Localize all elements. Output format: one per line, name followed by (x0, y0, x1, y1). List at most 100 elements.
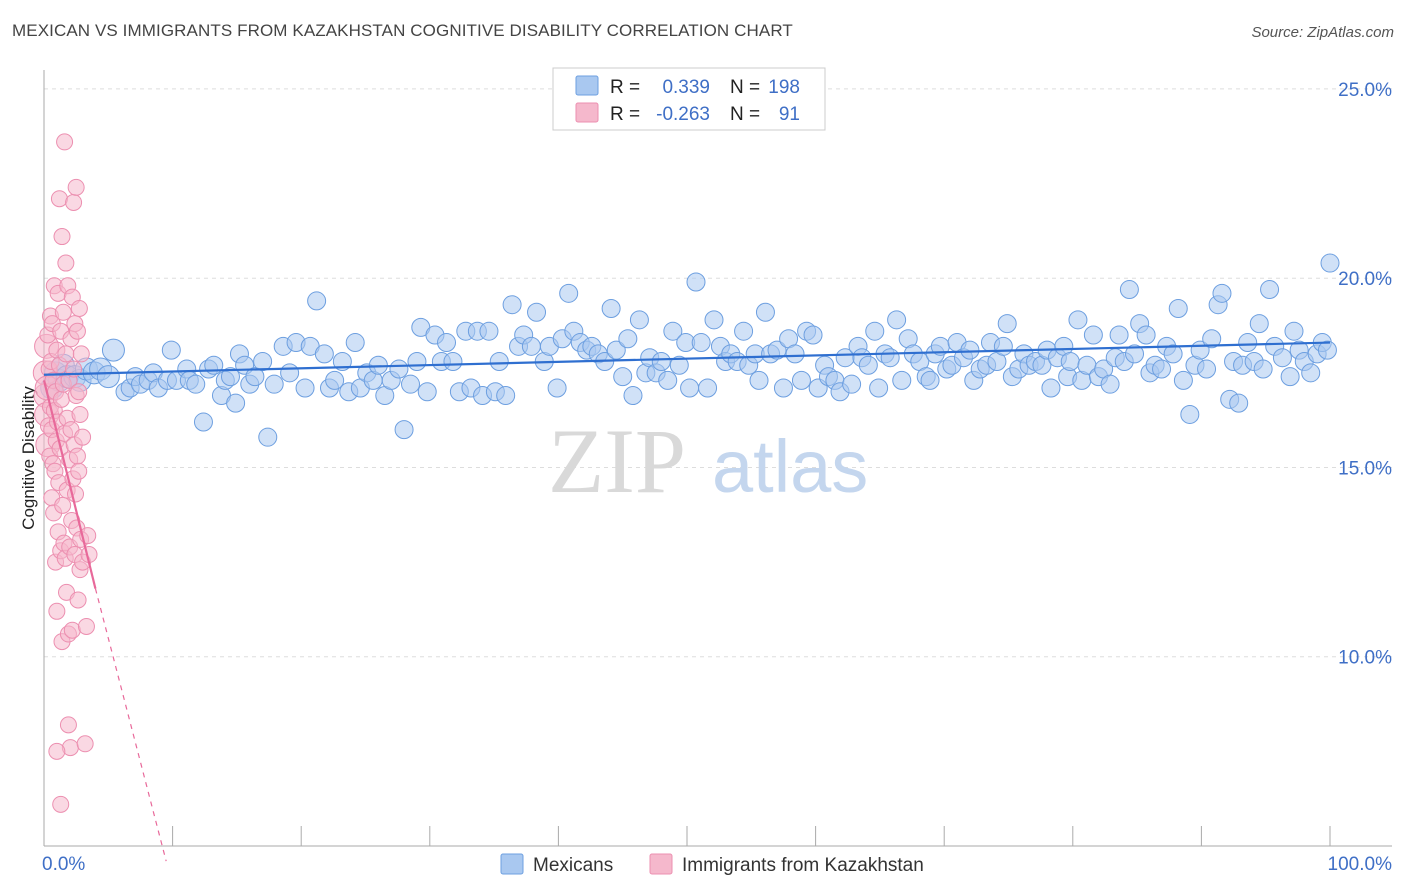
x-tick-label-left: 0.0% (42, 854, 85, 875)
watermark-zip: ZIP (548, 410, 686, 512)
mexicans-point (613, 367, 633, 387)
kazakhstan-point (48, 602, 66, 620)
kazakhstan-point (48, 742, 66, 760)
kazakhstan-point (53, 228, 71, 246)
legend-r-label-2: R = (610, 104, 640, 125)
bottom-legend-kazakhstan: Immigrants from Kazakhstan (682, 855, 924, 876)
kazakhstan-point (72, 345, 90, 363)
legend-n-value-2: 91 (779, 104, 800, 125)
mexicans-point (1109, 325, 1129, 345)
mexicans-point (1238, 333, 1258, 353)
kazakhstan-point (70, 462, 88, 480)
mexicans-point (264, 374, 284, 394)
mexicans-point (280, 363, 300, 383)
mexicans-point (325, 370, 345, 390)
mexicans-point (997, 314, 1017, 334)
stats-legend: R = 0.339 N = 198 R = -0.263 N = 91 (552, 67, 826, 131)
mexicans-point (1260, 280, 1280, 300)
mexicans-point (314, 344, 334, 364)
mexicans-point (773, 378, 793, 398)
mexicans-point (345, 333, 365, 353)
kazakhstan-point (65, 193, 83, 211)
mexicans-point (734, 321, 754, 341)
legend-r-value-1: 0.339 (662, 77, 710, 98)
mexicans-point (1320, 253, 1340, 273)
kazakhstan-point (71, 405, 89, 423)
mexicans-point (623, 386, 643, 406)
legend-swatch-kazakhstan (575, 102, 599, 123)
mexicans-point (686, 272, 706, 292)
mexicans-point (920, 370, 940, 390)
bottom-legend-swatch-mexicans (500, 853, 524, 875)
legend-n-label-2: N = (730, 104, 760, 125)
mexicans-point (295, 378, 315, 398)
mexicans-point (521, 336, 541, 356)
kazakhstan-point (57, 345, 75, 363)
y-tick-label: 15.0% (1338, 458, 1392, 479)
mexicans-point (887, 310, 907, 330)
mexicans-point (858, 355, 878, 375)
mexicans-point (443, 351, 463, 371)
y-tick-label: 25.0% (1338, 80, 1392, 101)
mexicans-point (437, 333, 457, 353)
kazakhstan-points (32, 133, 98, 813)
mexicans-point (1168, 298, 1188, 318)
kazakhstan-point (63, 621, 81, 639)
mexicans-point (1272, 348, 1292, 368)
mexicans-point (960, 340, 980, 360)
mexicans-point (245, 367, 265, 387)
watermark-atlas: atlas (712, 425, 868, 508)
kazakhstan-point (52, 795, 70, 813)
mexicans-point (1163, 344, 1183, 364)
y-axis-label: Cognitive Disability (19, 386, 38, 530)
chart-title: MEXICAN VS IMMIGRANTS FROM KAZAKHSTAN CO… (12, 21, 793, 40)
source-credit: Source: ZipAtlas.com (1251, 24, 1394, 41)
mexicans-point (869, 378, 889, 398)
mexicans-point (618, 329, 638, 349)
mexicans-point (1253, 359, 1273, 379)
mexicans-point (96, 365, 120, 389)
kazakhstan-point (52, 390, 70, 408)
mexicans-point (307, 291, 327, 311)
mexicans-point (527, 302, 547, 322)
kazakhstan-point (69, 591, 87, 609)
mexicans-point (220, 367, 240, 387)
mexicans-point (785, 344, 805, 364)
mexicans-trend-line (43, 341, 1331, 376)
mexicans-point (1280, 367, 1300, 387)
kazakhstan-point (57, 254, 75, 272)
mexicans-point (629, 310, 649, 330)
mexicans-point (601, 298, 621, 318)
mexicans-point (394, 420, 414, 440)
kazakhstan-point (76, 735, 94, 753)
mexicans-point (1136, 325, 1156, 345)
mexicans-point (502, 295, 522, 315)
mexicans-point (1060, 351, 1080, 371)
mexicans-point (803, 325, 823, 345)
legend-r-label-1: R = (610, 77, 640, 98)
mexicans-point (253, 351, 273, 371)
mexicans-point (691, 333, 711, 353)
mexicans-point (658, 370, 678, 390)
kazakhstan-point (59, 716, 77, 734)
mexicans-point (767, 340, 787, 360)
mexicans-point (791, 370, 811, 390)
y-tick-label: 10.0% (1338, 648, 1392, 669)
y-tick-labels: 25.0% 20.0% 15.0% 10.0% (1338, 80, 1392, 669)
mexicans-point (559, 283, 579, 303)
mexicans-point (1229, 393, 1249, 413)
mexicans-point (1125, 344, 1145, 364)
x-tick-label-right: 100.0% (1328, 854, 1393, 875)
mexicans-point (704, 310, 724, 330)
kazakhstan-point (54, 496, 72, 514)
mexicans-point (1180, 404, 1200, 424)
mexicans-point (698, 378, 718, 398)
kazakhstan-point (54, 303, 72, 321)
kazakhstan-point (74, 428, 92, 446)
series-legend: Mexicans Immigrants from Kazakhstan (500, 853, 924, 876)
mexicans-point (547, 378, 567, 398)
mexicans-point (993, 336, 1013, 356)
mexicans-point (1173, 370, 1193, 390)
mexicans-point (1152, 359, 1172, 379)
mexicans-point (680, 378, 700, 398)
